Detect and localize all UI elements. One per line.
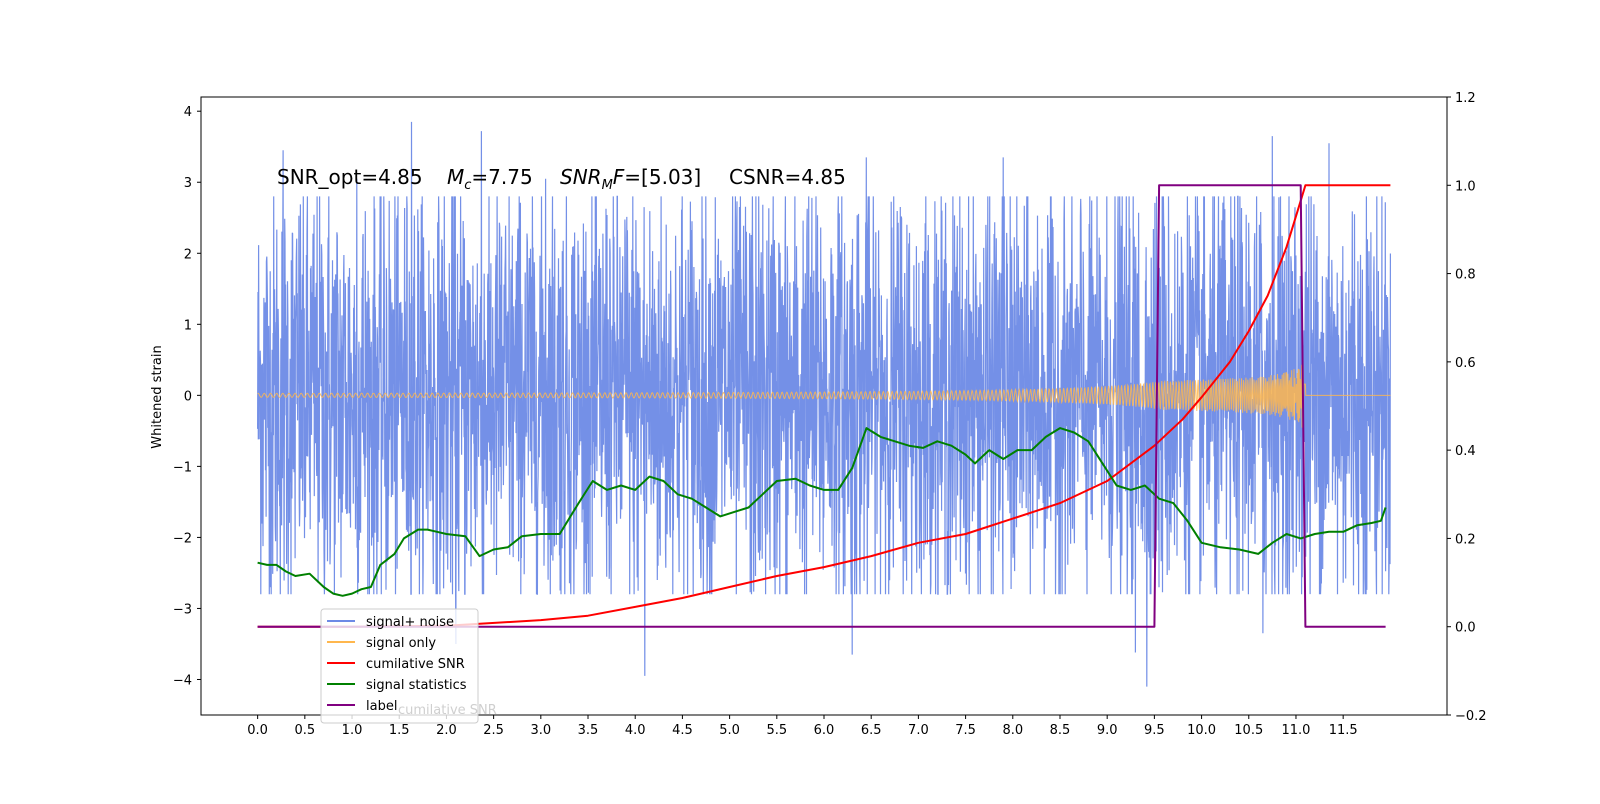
legend-frame: [320, 608, 479, 724]
x-tick-label: 0.0: [247, 723, 268, 738]
x-tick-label: 9.0: [1097, 723, 1118, 738]
legend-entry-label: cumilative SNR: [366, 657, 465, 672]
mc-value: =7.75: [471, 165, 532, 189]
snrmf-subscript: M: [602, 178, 613, 193]
y-left-tick-label: 0: [184, 389, 192, 404]
x-tick-label: 8.0: [1002, 723, 1023, 738]
x-tick-label: 7.0: [908, 723, 929, 738]
y-right-tick-label: 0.0: [1455, 621, 1476, 636]
x-tick-label: 11.5: [1329, 723, 1358, 738]
y-right-tick-label: −0.2: [1455, 709, 1487, 724]
y-right-tick-label: 1.0: [1455, 179, 1476, 194]
x-tick-label: 10.5: [1234, 723, 1263, 738]
y-left-tick-label: −3: [173, 602, 192, 617]
y-left-tick-label: 2: [184, 247, 192, 262]
legend-entry-label: signal only: [366, 636, 436, 651]
x-tick-label: 2.5: [483, 723, 504, 738]
x-tick-label: 6.5: [861, 723, 882, 738]
y-axis-label: Whitened strain: [150, 345, 165, 448]
y-right-tick-label: 1.2: [1455, 91, 1476, 106]
x-tick-label: 7.5: [955, 723, 976, 738]
x-tick-label: 5.5: [766, 723, 787, 738]
x-tick-label: 4.5: [672, 723, 693, 738]
x-tick-label: 11.0: [1281, 723, 1310, 738]
legend-ghost-text: cumilative SNR: [398, 703, 497, 718]
y-left-tick-label: −2: [173, 531, 192, 546]
y-left-tick-label: −1: [173, 460, 192, 475]
legend: cumilative SNR signal+ noise signal only c…: [320, 608, 497, 724]
legend-entry-label: signal+ noise: [366, 615, 454, 630]
annotation-mchirp: Mc=7.75: [447, 165, 533, 193]
x-tick-label: 3.0: [530, 723, 551, 738]
series-line-signal-noise: [257, 121, 1391, 687]
x-tick-label: 0.5: [294, 723, 315, 738]
x-tick-label: 1.5: [389, 723, 410, 738]
annotation-snr-mf: SNRMF=[5.03]: [560, 165, 701, 193]
y-right-tick-label: 0.4: [1455, 444, 1476, 459]
x-tick-label: 4.0: [625, 723, 646, 738]
series-line-signal-only: [257, 358, 1391, 428]
series-line-cumulative-snr: [257, 184, 1391, 628]
annotation-csnr: CSNR=4.85: [729, 165, 846, 189]
mc-subscript: c: [464, 178, 471, 193]
series-line-label: [257, 184, 1386, 628]
y-left-tick-label: 1: [184, 318, 192, 333]
snrmf-value: =[5.03]: [624, 165, 701, 189]
x-tick-label: 10.0: [1187, 723, 1216, 738]
snrmf-f: F: [613, 165, 625, 189]
x-tick-label: 9.5: [1144, 723, 1165, 738]
legend-entry-label: signal statistics: [366, 678, 467, 693]
y-left-tick-label: 4: [184, 105, 192, 120]
legend-entry-label: label: [366, 699, 397, 714]
x-tick-label: 2.0: [436, 723, 457, 738]
x-tick-label: 1.0: [342, 723, 363, 738]
annotation-snr-opt: SNR_opt=4.85: [277, 165, 423, 189]
series-line-signal-statistics: [257, 427, 1387, 597]
x-tick-label: 6.0: [814, 723, 835, 738]
y-right-tick-label: 0.8: [1455, 268, 1476, 283]
snrmf-symbol: SNR: [560, 165, 602, 189]
x-tick-label: 8.5: [1050, 723, 1071, 738]
y-right-tick-label: 0.6: [1455, 356, 1476, 371]
y-right-tick-label: 0.2: [1455, 532, 1476, 547]
x-tick-label: 3.5: [578, 723, 599, 738]
x-tick-label: 5.0: [719, 723, 740, 738]
y-left-tick-label: −4: [173, 673, 192, 688]
y-left-tick-label: 3: [184, 176, 192, 191]
mc-symbol: M: [447, 165, 464, 189]
